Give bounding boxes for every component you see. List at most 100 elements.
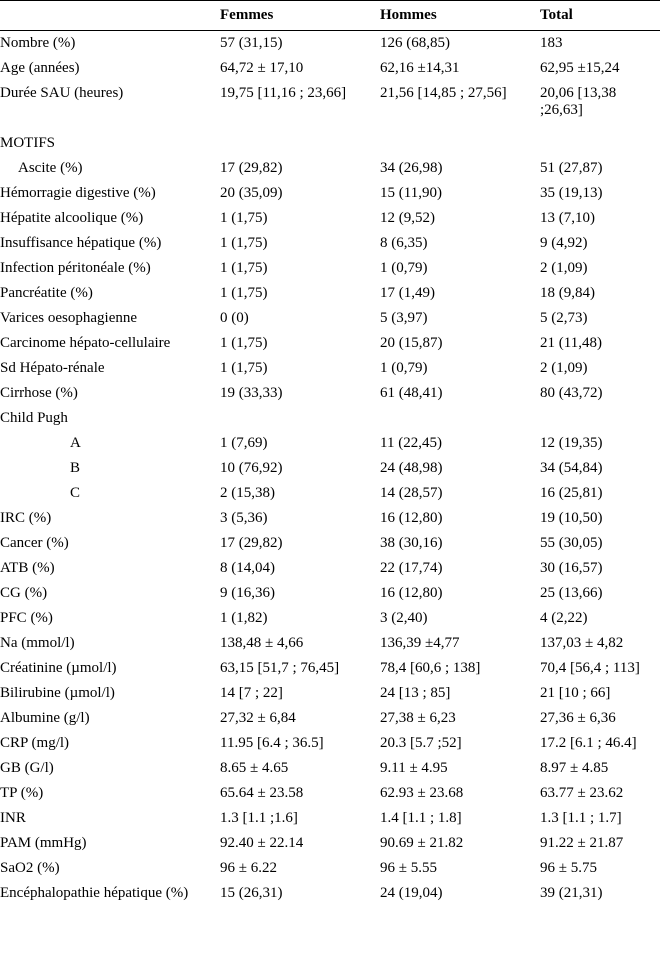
row-label: Insuffisance hépatique (%) [0, 231, 220, 256]
cell-hommes: 8 (6,35) [380, 231, 540, 256]
table-row: Encéphalopathie hépatique (%)15 (26,31)2… [0, 881, 660, 906]
cell-femmes: 1 (7,69) [220, 431, 380, 456]
table-row: ATB (%)8 (14,04)22 (17,74)30 (16,57) [0, 556, 660, 581]
cell-total: 35 (19,13) [540, 181, 660, 206]
table-row: Cirrhose (%)19 (33,33)61 (48,41)80 (43,7… [0, 381, 660, 406]
cell-total: 4 (2,22) [540, 606, 660, 631]
cell-femmes: 20 (35,09) [220, 181, 380, 206]
row-label: GB (G/l) [0, 756, 220, 781]
cell-hommes: 136,39 ±4,77 [380, 631, 540, 656]
cell-total: 30 (16,57) [540, 556, 660, 581]
cell-femmes: 138,48 ± 4,66 [220, 631, 380, 656]
row-label: PFC (%) [0, 606, 220, 631]
row-label: Child Pugh [0, 406, 220, 431]
table-row: Insuffisance hépatique (%)1 (1,75)8 (6,3… [0, 231, 660, 256]
row-label: SaO2 (%) [0, 856, 220, 881]
table-row: Créatinine (µmol/l)63,15 [51,7 ; 76,45]7… [0, 656, 660, 681]
cell-femmes: 10 (76,92) [220, 456, 380, 481]
row-label: PAM (mmHg) [0, 831, 220, 856]
table-row: Ascite (%)17 (29,82)34 (26,98)51 (27,87) [0, 156, 660, 181]
table-row: Durée SAU (heures)19,75 [11,16 ; 23,66]2… [0, 81, 660, 123]
cell-total: 2 (1,09) [540, 356, 660, 381]
cell-hommes [380, 123, 540, 156]
cell-total: 39 (21,31) [540, 881, 660, 906]
cell-hommes: 3 (2,40) [380, 606, 540, 631]
cell-femmes: 3 (5,36) [220, 506, 380, 531]
col-header-total: Total [540, 1, 660, 31]
table-row: SaO2 (%)96 ± 6.2296 ± 5.5596 ± 5.75 [0, 856, 660, 881]
row-label: Créatinine (µmol/l) [0, 656, 220, 681]
table-row: Infection péritonéale (%)1 (1,75)1 (0,79… [0, 256, 660, 281]
table-row: Cancer (%)17 (29,82)38 (30,16)55 (30,05) [0, 531, 660, 556]
cell-total: 34 (54,84) [540, 456, 660, 481]
cell-femmes: 1 (1,75) [220, 256, 380, 281]
table-row: Varices oesophagienne0 (0)5 (3,97)5 (2,7… [0, 306, 660, 331]
cell-femmes: 96 ± 6.22 [220, 856, 380, 881]
cell-femmes: 1 (1,75) [220, 331, 380, 356]
cell-total: 18 (9,84) [540, 281, 660, 306]
table-row: CG (%)9 (16,36)16 (12,80)25 (13,66) [0, 581, 660, 606]
cell-total: 8.97 ± 4.85 [540, 756, 660, 781]
cell-total: 63.77 ± 23.62 [540, 781, 660, 806]
cell-femmes: 8 (14,04) [220, 556, 380, 581]
table-row: Hémorragie digestive (%)20 (35,09)15 (11… [0, 181, 660, 206]
cell-hommes: 38 (30,16) [380, 531, 540, 556]
table-row: Nombre (%)57 (31,15)126 (68,85)183 [0, 31, 660, 57]
row-label: Varices oesophagienne [0, 306, 220, 331]
cell-total: 70,4 [56,4 ; 113] [540, 656, 660, 681]
table-row: Bilirubine (µmol/l)14 [7 ; 22]24 [13 ; 8… [0, 681, 660, 706]
cell-hommes: 1 (0,79) [380, 356, 540, 381]
row-label: Hépatite alcoolique (%) [0, 206, 220, 231]
cell-hommes: 78,4 [60,6 ; 138] [380, 656, 540, 681]
row-label: CG (%) [0, 581, 220, 606]
table-row: Albumine (g/l)27,32 ± 6,8427,38 ± 6,2327… [0, 706, 660, 731]
cell-total: 96 ± 5.75 [540, 856, 660, 881]
cell-total [540, 123, 660, 156]
cell-total: 62,95 ±15,24 [540, 56, 660, 81]
cell-femmes: 1 (1,75) [220, 231, 380, 256]
table-row: CRP (mg/l)11.95 [6.4 ; 36.5]20.3 [5.7 ;5… [0, 731, 660, 756]
cell-hommes: 22 (17,74) [380, 556, 540, 581]
cell-total: 9 (4,92) [540, 231, 660, 256]
row-label: Pancréatite (%) [0, 281, 220, 306]
cell-total: 51 (27,87) [540, 156, 660, 181]
cell-hommes: 16 (12,80) [380, 506, 540, 531]
row-label: Albumine (g/l) [0, 706, 220, 731]
row-label: Infection péritonéale (%) [0, 256, 220, 281]
table-row: PFC (%)1 (1,82)3 (2,40)4 (2,22) [0, 606, 660, 631]
cell-total: 183 [540, 31, 660, 57]
cell-total: 12 (19,35) [540, 431, 660, 456]
cell-femmes: 92.40 ± 22.14 [220, 831, 380, 856]
cell-hommes: 61 (48,41) [380, 381, 540, 406]
cell-femmes: 1 (1,82) [220, 606, 380, 631]
table-body: Nombre (%)57 (31,15)126 (68,85)183Age (a… [0, 31, 660, 907]
cell-hommes: 24 (48,98) [380, 456, 540, 481]
cell-total: 17.2 [6.1 ; 46.4] [540, 731, 660, 756]
row-label: Durée SAU (heures) [0, 81, 220, 123]
cell-hommes: 21,56 [14,85 ; 27,56] [380, 81, 540, 123]
cell-total: 1.3 [1.1 ; 1.7] [540, 806, 660, 831]
cell-femmes: 1.3 [1.1 ;1.6] [220, 806, 380, 831]
cell-hommes: 16 (12,80) [380, 581, 540, 606]
cell-femmes: 17 (29,82) [220, 156, 380, 181]
table-row: TP (%)65.64 ± 23.5862.93 ± 23.6863.77 ± … [0, 781, 660, 806]
row-label: A [0, 431, 220, 456]
cell-femmes: 2 (15,38) [220, 481, 380, 506]
cell-hommes: 20 (15,87) [380, 331, 540, 356]
cell-hommes: 34 (26,98) [380, 156, 540, 181]
row-label: CRP (mg/l) [0, 731, 220, 756]
cell-hommes: 126 (68,85) [380, 31, 540, 57]
cell-femmes: 57 (31,15) [220, 31, 380, 57]
row-label: Bilirubine (µmol/l) [0, 681, 220, 706]
row-label: C [0, 481, 220, 506]
row-label: Sd Hépato-rénale [0, 356, 220, 381]
cell-femmes [220, 123, 380, 156]
cell-total: 27,36 ± 6,36 [540, 706, 660, 731]
table-row: A1 (7,69)11 (22,45)12 (19,35) [0, 431, 660, 456]
row-label: Hémorragie digestive (%) [0, 181, 220, 206]
table-row: Age (années)64,72 ± 17,1062,16 ±14,3162,… [0, 56, 660, 81]
row-label: Ascite (%) [0, 156, 220, 181]
cell-total: 80 (43,72) [540, 381, 660, 406]
table-row: Hépatite alcoolique (%)1 (1,75)12 (9,52)… [0, 206, 660, 231]
cell-femmes: 1 (1,75) [220, 281, 380, 306]
